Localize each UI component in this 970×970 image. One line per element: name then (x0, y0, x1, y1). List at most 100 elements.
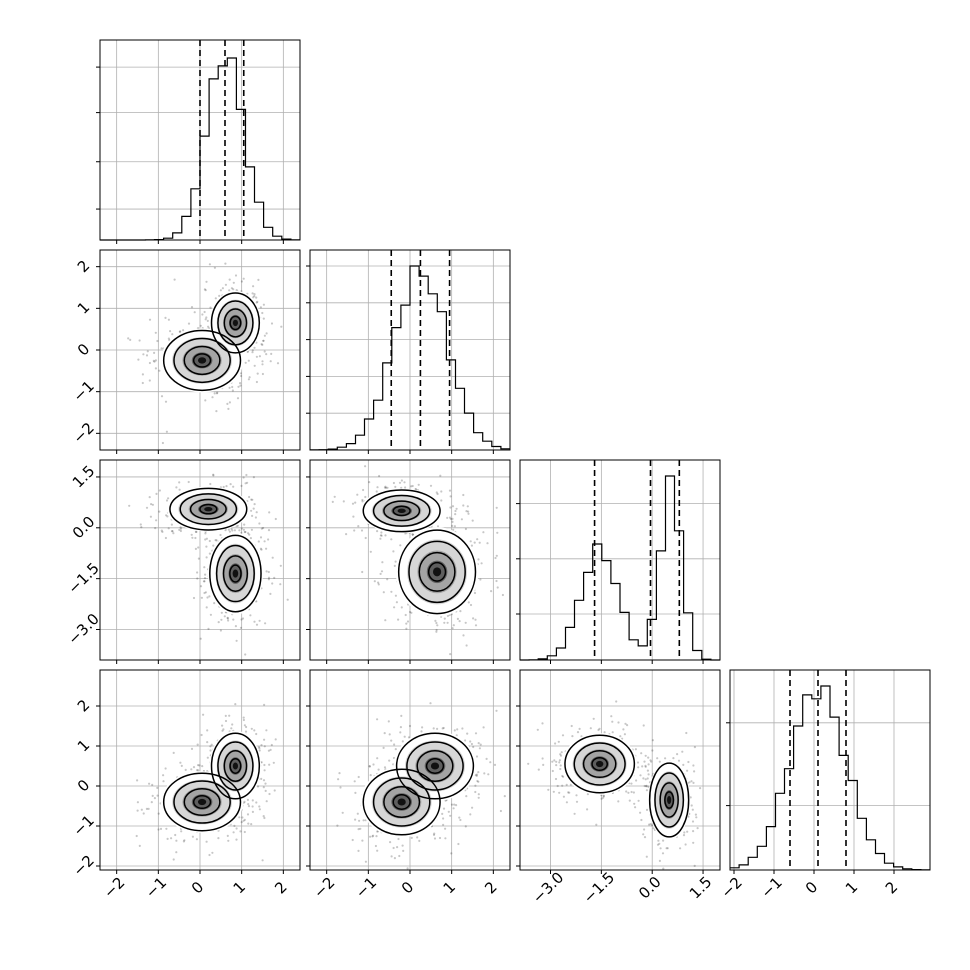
sample-point (165, 499, 169, 502)
sample-point (474, 790, 477, 794)
sample-point (393, 743, 396, 746)
sample-point (261, 311, 264, 315)
sample-point (541, 757, 544, 760)
sample-point (387, 720, 390, 723)
contour-line-1 (362, 768, 441, 836)
sample-point (265, 332, 268, 335)
sample-point (547, 788, 550, 791)
panel-frame (729, 669, 931, 871)
sample-point (259, 306, 262, 309)
sample-point (160, 347, 163, 350)
sample-point (175, 486, 178, 489)
sample-point (389, 841, 392, 844)
sample-point (421, 726, 424, 729)
sample-point (400, 486, 403, 489)
contour-line-3 (582, 749, 617, 779)
sample-point (205, 840, 208, 843)
sample-point (267, 749, 270, 752)
sample-point (263, 769, 266, 772)
sample-point (164, 316, 167, 319)
sample-point (553, 759, 556, 762)
sample-point (235, 289, 238, 292)
sample-point (239, 382, 242, 385)
sample-point (696, 827, 699, 830)
sample-point (197, 769, 200, 772)
sample-point (205, 280, 208, 283)
sample-point (243, 830, 246, 834)
sample-point (406, 620, 410, 623)
sample-point (395, 601, 398, 604)
sample-point (209, 749, 212, 752)
sample-point (392, 550, 395, 553)
sample-point (167, 527, 170, 530)
sample-point (402, 849, 405, 853)
sample-point (145, 354, 149, 357)
sample-point (661, 852, 665, 855)
sample-point (682, 834, 686, 837)
sample-point (411, 484, 414, 488)
sample-point (160, 395, 164, 398)
sample-point (453, 803, 456, 806)
sample-point (251, 799, 254, 802)
sample-point (647, 785, 650, 789)
sample-point (386, 578, 389, 581)
sample-point (393, 606, 396, 609)
density-panel-1-3 (96, 459, 301, 664)
x-tick-label: −3.0 (529, 868, 567, 906)
contour-line-4 (199, 503, 218, 515)
contour-line-4 (392, 505, 411, 517)
sample-point (685, 731, 688, 735)
density-shade-5 (432, 567, 442, 577)
sample-point (276, 362, 280, 365)
sample-point (262, 815, 265, 818)
sample-point (265, 353, 268, 356)
sample-point (172, 532, 175, 535)
sample-point (219, 629, 222, 632)
sample-point (469, 813, 472, 816)
sample-point (381, 561, 384, 564)
sample-point (586, 808, 589, 811)
sample-point (472, 617, 475, 620)
sample-point (251, 810, 254, 814)
sample-point (383, 766, 387, 769)
sample-point (602, 794, 605, 797)
sample-point (162, 774, 165, 777)
sample-point (139, 523, 142, 526)
sample-point (379, 537, 382, 540)
sample-point (664, 757, 667, 760)
sample-point (227, 407, 230, 410)
x-tick-label: 0 (802, 878, 821, 897)
density-panel-2-4 (306, 669, 511, 874)
sample-point (625, 790, 628, 793)
sample-point (569, 783, 573, 786)
sample-point (179, 527, 183, 530)
sample-point (263, 738, 266, 741)
sample-point (180, 830, 183, 833)
sample-point (263, 816, 266, 820)
sample-point (206, 319, 209, 322)
histogram-panel-2 (306, 249, 511, 454)
sample-point (449, 814, 452, 817)
panel-frame (519, 459, 721, 661)
sample-point (220, 611, 223, 614)
sample-point (677, 759, 681, 762)
sample-point (643, 828, 646, 831)
contour-line-2 (408, 540, 466, 604)
sample-point (248, 376, 251, 379)
sample-point (573, 812, 576, 815)
sample-point (449, 653, 452, 656)
sample-point (435, 491, 438, 494)
sample-point (376, 830, 379, 833)
sample-point (255, 801, 258, 804)
density-shade-5 (197, 798, 207, 806)
sample-point (261, 372, 264, 376)
sample-point (441, 812, 444, 816)
sample-point (624, 722, 627, 725)
sample-point (556, 784, 559, 788)
sample-point (233, 824, 236, 828)
histogram-steps (310, 265, 510, 451)
sample-point (356, 493, 359, 496)
panel-frame (519, 669, 721, 871)
sample-point (210, 743, 213, 746)
sample-point (615, 700, 618, 703)
